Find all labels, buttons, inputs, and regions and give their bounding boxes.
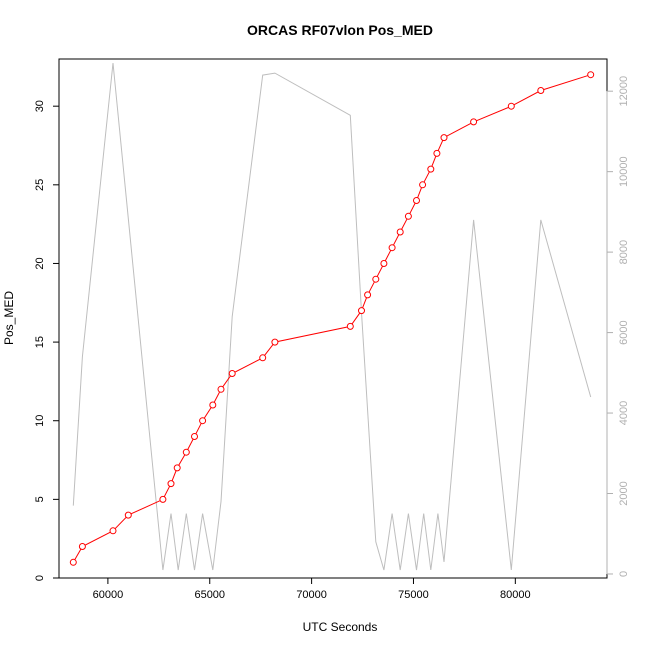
primary-series-point	[507, 102, 515, 110]
x-tick-label: 80000	[500, 589, 531, 601]
primary-series-point	[413, 197, 420, 204]
primary-series-point	[69, 558, 77, 566]
primary-series-point	[380, 260, 388, 267]
primary-series-point	[124, 511, 132, 519]
primary-series-point	[358, 307, 365, 315]
primary-series-point	[587, 71, 595, 79]
primary-series-point	[427, 165, 435, 173]
y-tick-label: 0	[34, 575, 46, 581]
primary-series-line	[72, 74, 591, 563]
primary-series-point	[78, 543, 86, 550]
primary-series-point	[209, 401, 217, 409]
primary-series-point	[173, 464, 181, 472]
y-tick-label: 5	[34, 496, 46, 502]
x-tick-label: 70000	[296, 589, 327, 601]
primary-series-point	[259, 354, 267, 362]
y-tick-label: 30	[34, 100, 46, 112]
y2-tick-label: 6000	[618, 320, 630, 344]
primary-series-point	[404, 212, 412, 220]
primary-series-point	[159, 495, 167, 503]
primary-series-point	[433, 149, 441, 157]
y-tick-label: 10	[34, 415, 46, 427]
secondary-series-line	[72, 62, 592, 571]
chart-title: ORCAS RF07vlon Pos_MED	[247, 22, 433, 38]
primary-series-point	[537, 87, 545, 94]
primary-series-point	[396, 228, 404, 236]
y-axis-label: Pos_MED	[2, 291, 16, 345]
primary-series-point	[191, 433, 198, 440]
y2-tick-label: 10000	[618, 156, 630, 187]
primary-series-point	[228, 370, 236, 377]
secondary-series	[72, 62, 592, 571]
y2-tick-label: 4000	[618, 401, 630, 425]
axes: 60000 65000 70000 75000 80000 0 5 10 15 20 25 30 0 20…	[34, 76, 630, 601]
y2-tick-label: 8000	[618, 240, 630, 264]
x-tick-label: 65000	[194, 589, 225, 601]
primary-series-point	[182, 448, 190, 456]
primary-series-point	[364, 291, 372, 299]
y2-tick-label: 0	[618, 571, 630, 577]
primary-series-point	[109, 527, 117, 535]
primary-series-point	[372, 275, 380, 283]
y2-tick-label: 2000	[618, 481, 630, 505]
primary-series	[69, 71, 595, 566]
y-tick-label: 15	[34, 336, 46, 348]
x-tick-label: 75000	[398, 589, 429, 601]
x-tick-label: 60000	[93, 589, 124, 601]
primary-series-point	[388, 244, 396, 252]
y-tick-label: 25	[34, 179, 46, 191]
primary-series-point	[346, 322, 354, 330]
primary-series-point	[470, 118, 478, 126]
primary-series-point	[440, 134, 448, 142]
x-axis-label: UTC Seconds	[303, 620, 378, 634]
primary-series-point	[217, 385, 225, 393]
primary-series-point	[167, 480, 175, 488]
y-tick-label: 20	[34, 257, 46, 269]
y2-tick-label: 12000	[618, 76, 630, 107]
primary-series-point	[419, 181, 427, 189]
primary-series-point	[271, 338, 279, 346]
primary-series-point	[199, 417, 207, 425]
plot-frame	[58, 58, 608, 579]
